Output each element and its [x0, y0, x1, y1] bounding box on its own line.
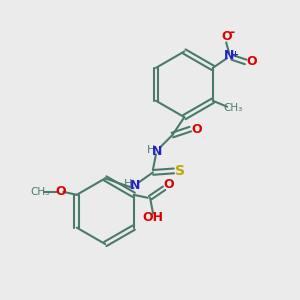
Text: CH₃: CH₃	[224, 103, 243, 113]
Text: N: N	[152, 145, 163, 158]
Text: CH₃: CH₃	[30, 187, 50, 197]
Text: -: -	[230, 26, 235, 39]
Text: H: H	[124, 179, 132, 189]
Text: S: S	[176, 164, 185, 178]
Text: O: O	[246, 56, 257, 68]
Text: O: O	[164, 178, 174, 190]
Text: O: O	[55, 185, 66, 198]
Text: O: O	[221, 30, 232, 43]
Text: H: H	[146, 145, 155, 155]
Text: OH: OH	[142, 211, 164, 224]
Text: O: O	[191, 123, 202, 136]
Text: N: N	[224, 50, 234, 62]
Text: N: N	[130, 179, 140, 192]
Text: +: +	[231, 50, 238, 58]
